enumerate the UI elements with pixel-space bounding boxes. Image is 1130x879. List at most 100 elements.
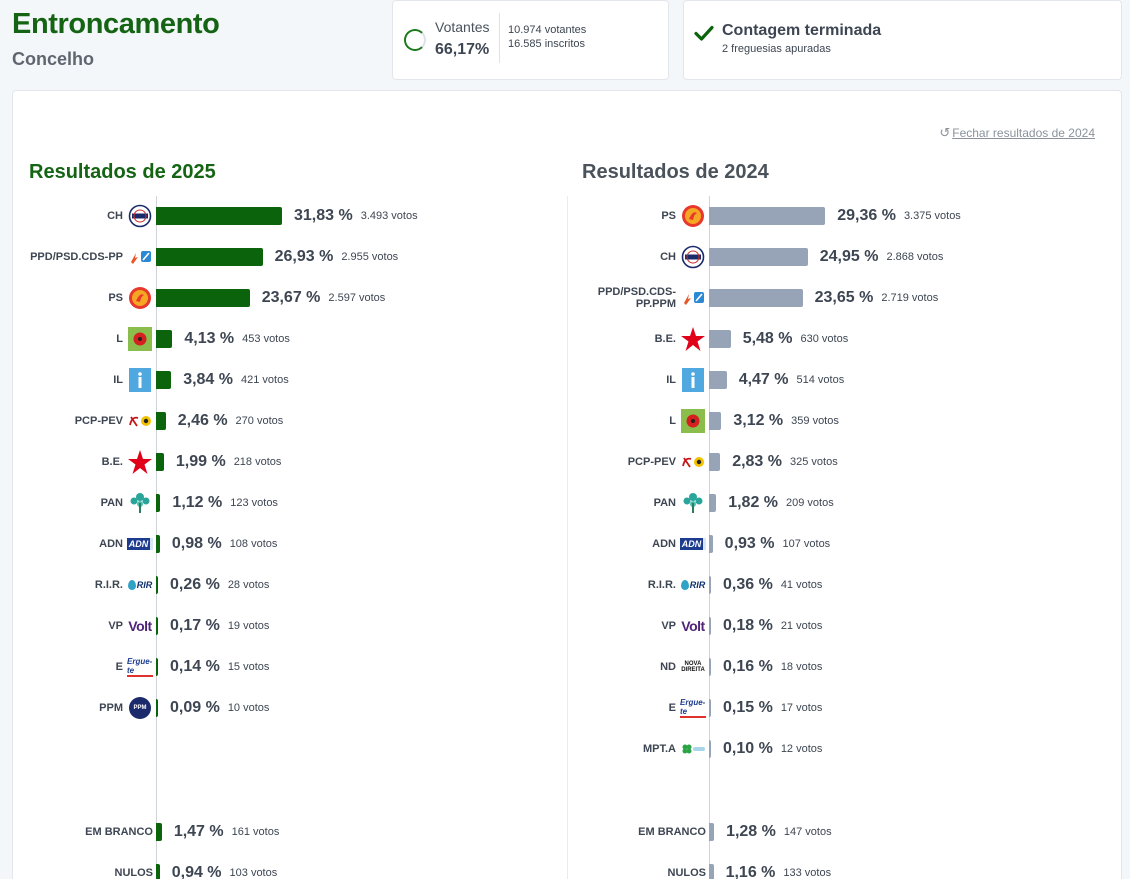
result-bar xyxy=(709,330,731,348)
results_2024-row-adn[interactable]: ADN ADN 0,93 % 107 votos xyxy=(13,531,1009,557)
party-label: VP xyxy=(108,620,123,632)
result-votes: 421 votos xyxy=(241,374,289,386)
result-votes: 453 votos xyxy=(242,333,290,345)
results_2025-row-r-i-r[interactable]: R.I.R. RIR 0,26 % 28 votos xyxy=(13,572,456,598)
result-percent: 31,83 % xyxy=(294,207,353,224)
results_2024-row-mpt-a[interactable]: MPT.A 0,10 % 12 votos xyxy=(13,736,1009,762)
result-bar xyxy=(156,617,158,635)
results_2024-row-pcp-pev[interactable]: PCP-PEV 2,83 % 325 votos xyxy=(13,449,1009,475)
results_2025-row-adn[interactable]: ADN ADN 0,98 % 108 votos xyxy=(13,531,456,557)
result-bar xyxy=(156,330,173,348)
results_2024-row-e[interactable]: E Ergue-te 0,15 % 17 votos xyxy=(13,695,1009,721)
results_2025-row-em-branco[interactable]: EM BRANCO 1,47 % 161 votos xyxy=(13,819,456,845)
be-logo-icon xyxy=(680,326,706,352)
result-values: 1,28 % 147 votos xyxy=(726,819,832,845)
results_2025-row-ch[interactable]: CH 31,83 % 3.493 votos xyxy=(13,203,456,229)
result-values: 0,09 % 10 votos xyxy=(170,695,269,721)
result-bar xyxy=(156,453,164,471)
results_2024-row-l[interactable]: L 3,12 % 359 votos xyxy=(13,408,1009,434)
result-votes: 630 votos xyxy=(800,333,849,345)
results_2024-row-il[interactable]: IL 4,47 % 514 votos xyxy=(13,367,1009,393)
close-2024-results-link[interactable]: ↺ Fechar resultados de 2024 xyxy=(939,125,1095,141)
result-bar xyxy=(156,412,166,430)
result-votes: 108 votos xyxy=(229,538,278,550)
results_2024-row-ch[interactable]: CH 24,95 % 2.868 votos xyxy=(13,244,1009,270)
result-bar xyxy=(709,453,721,471)
pan-logo-icon xyxy=(127,490,153,516)
party-label: PPD/PSD.CDS-PP xyxy=(30,251,123,263)
volt-logo-icon: Volt xyxy=(128,618,152,634)
result-values: 4,47 % 514 votos xyxy=(739,367,845,393)
rir-logo-icon: RIR xyxy=(127,572,153,598)
party-label: NULOS xyxy=(114,867,154,879)
party-label: L xyxy=(669,415,676,427)
result-percent: 2,83 % xyxy=(732,453,782,470)
result-bar xyxy=(156,207,282,225)
results_2025-row-b-e[interactable]: B.E. 1,99 % 218 votos xyxy=(13,449,456,475)
chega-logo-icon xyxy=(127,203,153,229)
results_2024-row-pan[interactable]: PAN 1,82 % 209 votos xyxy=(13,490,1009,516)
result-percent: 0,26 % xyxy=(170,576,220,593)
results_2024-row-r-i-r[interactable]: R.I.R. RIR 0,36 % 41 votos xyxy=(13,572,1009,598)
result-bar xyxy=(709,658,711,676)
result-percent: 0,98 % xyxy=(171,535,222,552)
result-votes: 3.493 votos xyxy=(360,210,418,222)
result-percent: 1,16 % xyxy=(725,864,776,879)
result-votes: 17 votos xyxy=(780,702,823,714)
result-values: 2,46 % 270 votos xyxy=(178,408,284,434)
check-icon xyxy=(694,25,714,41)
pan-logo-icon xyxy=(680,490,706,516)
result-bar xyxy=(156,248,263,266)
party-label: IL xyxy=(113,374,123,386)
results_2024-row-nd[interactable]: ND NOVA DIREITA 0,16 % 18 votos xyxy=(13,654,1009,680)
results_2025-row-e[interactable]: E Ergue-te 0,14 % 15 votos xyxy=(13,654,456,680)
results_2025-row-l[interactable]: L 4,13 % 453 votos xyxy=(13,326,456,352)
results_2025-row-il[interactable]: IL 3,84 % 421 votos xyxy=(13,367,456,393)
turnout-progress-icon xyxy=(404,29,426,51)
result-percent: 0,09 % xyxy=(170,699,220,716)
result-votes: 41 votos xyxy=(780,579,823,591)
result-values: 3,12 % 359 votos xyxy=(733,408,839,434)
result-values: 4,13 % 453 votos xyxy=(184,326,290,352)
party-label: ND xyxy=(660,661,676,673)
results_2025-row-vp[interactable]: VP Volt 0,17 % 19 votos xyxy=(13,613,456,639)
result-votes: 359 votos xyxy=(791,415,839,427)
results_2024-row-vp[interactable]: VP Volt 0,18 % 21 votos xyxy=(13,613,1009,639)
result-bar xyxy=(156,371,172,389)
results_2025-row-nulos[interactable]: NULOS 0,94 % 103 votos xyxy=(13,860,456,879)
result-bar xyxy=(709,207,826,225)
results_2024-row-em-branco[interactable]: EM BRANCO 1,28 % 147 votos xyxy=(13,819,1009,845)
results_2024-row-nulos[interactable]: NULOS 1,16 % 133 votos xyxy=(13,860,1009,879)
results_2024-row-ppd-psd-cds-pp-ppm[interactable]: PPD/PSD.CDS-PP.PPM 23,65 % 2.719 votos xyxy=(13,285,1009,311)
result-values: 0,18 % 21 votos xyxy=(723,613,822,639)
ad-logo-icon xyxy=(680,285,706,311)
results_2024-row-b-e[interactable]: B.E. 5,48 % 630 votos xyxy=(13,326,1009,352)
result-values: 0,15 % 17 votos xyxy=(723,695,822,721)
result-votes: 161 votos xyxy=(231,826,280,838)
party-label: B.E. xyxy=(101,456,123,468)
party-label: R.I.R. xyxy=(647,579,676,591)
party-label: PAN xyxy=(100,497,123,509)
results_2025-row-pan[interactable]: PAN 1,12 % 123 votos xyxy=(13,490,456,516)
results_2025-row-ppm[interactable]: PPM PPM 0,09 % 10 votos xyxy=(13,695,456,721)
results_2025-row-ppd-psd-cds-pp[interactable]: PPD/PSD.CDS-PP 26,93 % 2.955 votos xyxy=(13,244,456,270)
results_2025-row-pcp-pev[interactable]: PCP-PEV 2,46 % 270 votos xyxy=(13,408,456,434)
result-votes: 270 votos xyxy=(235,415,284,427)
result-values: 23,65 % 2.719 votos xyxy=(815,285,939,311)
results-2024-title: Resultados de 2024 xyxy=(582,161,769,183)
result-bar xyxy=(709,412,722,430)
result-percent: 1,28 % xyxy=(726,823,776,840)
result-bar xyxy=(156,658,158,676)
party-label: PPD/PSD.CDS-PP.PPM xyxy=(597,286,676,310)
party-label: NULOS xyxy=(667,867,707,879)
result-values: 1,12 % 123 votos xyxy=(172,490,278,516)
page-subtitle: Concelho xyxy=(12,49,95,69)
result-bar xyxy=(709,576,711,594)
result-percent: 26,93 % xyxy=(274,248,334,265)
result-values: 0,98 % 108 votos xyxy=(172,531,278,557)
result-bar xyxy=(709,248,808,266)
count-status-title: Contagem terminada xyxy=(722,22,882,39)
results_2024-row-ps[interactable]: PS 29,36 % 3.375 votos xyxy=(13,203,1009,229)
results_2025-row-ps[interactable]: PS 23,67 % 2.597 votos xyxy=(13,285,456,311)
result-percent: 23,67 % xyxy=(261,289,321,306)
